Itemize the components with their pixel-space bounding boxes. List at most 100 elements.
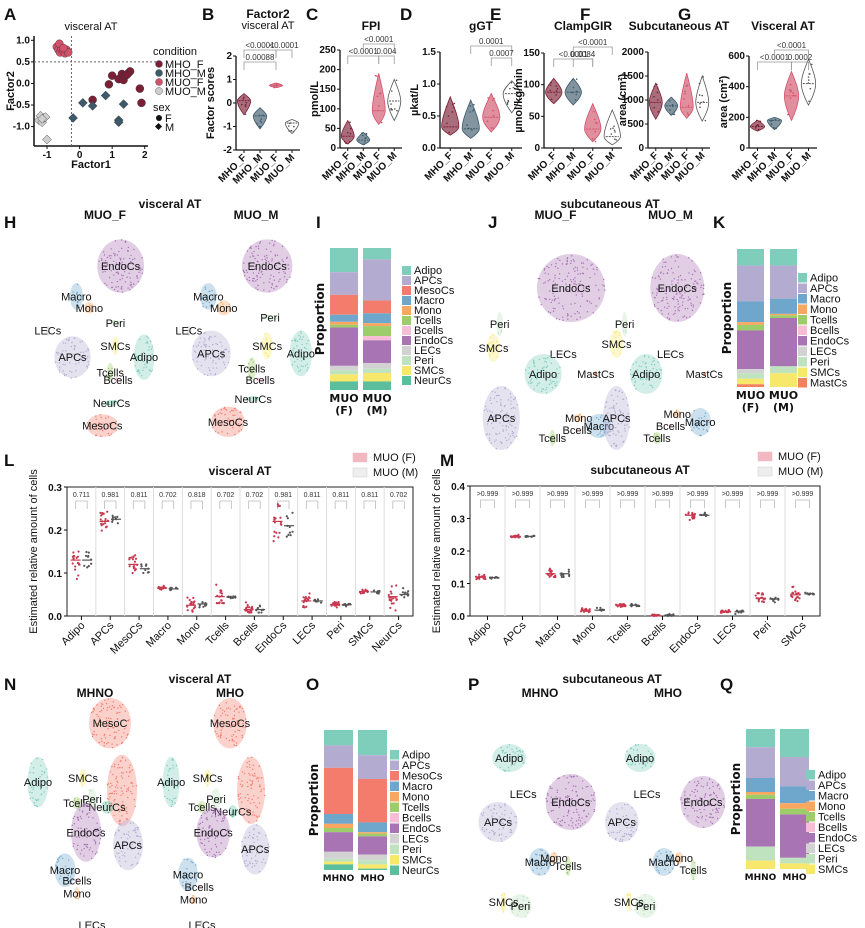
cell-point xyxy=(121,767,123,769)
cell-point xyxy=(679,305,681,308)
cell-point xyxy=(255,862,258,865)
cell-point xyxy=(116,348,119,350)
violin-MHO_F xyxy=(441,95,460,136)
x-tick-label: LECs xyxy=(711,619,739,647)
cell-point xyxy=(269,278,271,280)
bar-segment-SMCs xyxy=(780,863,809,869)
bar-segment-Tcells xyxy=(363,326,391,337)
cell-point xyxy=(276,285,278,287)
cell-point xyxy=(120,787,122,789)
data-point xyxy=(361,588,364,591)
cell-point xyxy=(294,355,296,357)
cell-point xyxy=(298,350,301,353)
data-point xyxy=(772,599,775,602)
bar-segment-LECs xyxy=(324,851,353,859)
cell-point xyxy=(172,764,174,767)
cell-point xyxy=(214,855,217,857)
bar-segment-Adipo xyxy=(330,248,358,273)
cell-point xyxy=(73,337,75,340)
violin-MHO_M xyxy=(461,98,480,139)
y-tick-label: 1500 xyxy=(622,71,645,82)
cell-point xyxy=(239,417,241,419)
cell-point xyxy=(571,825,573,827)
legend-title: sex xyxy=(153,102,171,114)
data-point xyxy=(671,103,674,106)
cell-point xyxy=(219,707,222,710)
cell-point xyxy=(166,797,169,800)
data-point xyxy=(291,511,294,514)
significance-bracket xyxy=(690,499,705,508)
cell-point xyxy=(549,279,551,281)
cell-point xyxy=(717,783,720,785)
bar-segment-APCs xyxy=(780,757,809,787)
cell-point xyxy=(565,263,567,265)
cell-point xyxy=(85,350,87,352)
cell-point xyxy=(699,278,701,281)
cell-point xyxy=(227,417,229,420)
cell-point xyxy=(174,802,176,804)
cell-point xyxy=(212,356,215,358)
legend-swatch-Macro xyxy=(402,296,411,305)
cell-point xyxy=(586,299,588,302)
cluster-Macro: Macro xyxy=(61,283,92,310)
cell-point xyxy=(132,830,134,832)
data-point xyxy=(68,113,78,123)
cell-point xyxy=(114,350,116,352)
cell-point xyxy=(171,800,173,802)
cell-point xyxy=(644,355,646,357)
data-point xyxy=(759,120,762,123)
data-point xyxy=(376,75,378,77)
cell-point xyxy=(645,744,647,746)
bar-segment-MesoCs xyxy=(358,779,387,823)
data-point xyxy=(478,573,481,576)
cluster-label: Bcells xyxy=(246,375,276,387)
cell-point xyxy=(125,759,127,761)
cell-point xyxy=(172,767,174,769)
data-point xyxy=(448,131,450,134)
data-point xyxy=(492,127,495,129)
cell-point xyxy=(563,815,565,818)
cell-point xyxy=(209,335,211,338)
panel-label-B: B xyxy=(202,5,214,24)
cell-point xyxy=(110,792,112,795)
cell-point xyxy=(694,788,696,791)
bar-segment-SMCs xyxy=(770,373,797,387)
cell-point xyxy=(205,343,207,346)
cell-point xyxy=(34,804,36,807)
cell-point xyxy=(579,825,582,827)
cell-point xyxy=(716,817,719,820)
cell-point xyxy=(578,819,580,821)
cell-point xyxy=(572,822,574,824)
cell-point xyxy=(296,340,299,342)
cell-point xyxy=(297,367,299,369)
cell-point xyxy=(134,830,137,832)
cell-point xyxy=(675,254,677,256)
cell-point xyxy=(498,834,501,837)
cell-point xyxy=(632,749,635,751)
cell-point xyxy=(624,430,626,432)
cell-point xyxy=(214,843,217,846)
cell-point xyxy=(722,804,725,807)
chart-title: Visceral AT xyxy=(751,19,815,33)
significance-bracket xyxy=(243,61,277,70)
cell-point xyxy=(299,336,302,338)
cell-point xyxy=(677,279,679,281)
cell-point xyxy=(116,784,118,786)
cell-point xyxy=(224,311,227,313)
y-tick-label: 150 xyxy=(523,48,540,59)
cell-point xyxy=(578,283,580,285)
data-point xyxy=(275,85,278,87)
cell-point xyxy=(640,366,642,368)
cell-point xyxy=(283,276,286,278)
data-point xyxy=(245,101,248,104)
cluster-LECs: LECs xyxy=(634,789,661,801)
cell-point xyxy=(122,772,124,774)
cell-point xyxy=(125,807,128,809)
data-point xyxy=(220,589,223,593)
panel-label-G: G xyxy=(678,5,691,24)
data-point xyxy=(244,105,247,108)
data-point xyxy=(790,89,793,92)
bar-segment-Macro xyxy=(358,822,387,833)
data-point xyxy=(192,596,195,599)
cell-point xyxy=(131,863,134,866)
